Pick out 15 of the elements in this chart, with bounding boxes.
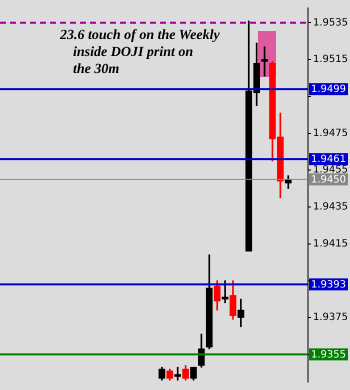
ref-line-label: 1.9499 xyxy=(311,84,346,96)
ref-line-label: 1.9393 xyxy=(311,279,346,290)
y-tick-label: 1.9415 xyxy=(313,238,348,250)
ref-line-label: 1.9461 xyxy=(311,154,346,166)
candlestick xyxy=(261,46,268,76)
y-tick-label: 1.9475 xyxy=(313,128,348,139)
y-tick-label: 1.9455 xyxy=(313,164,348,176)
y-tick-label: 1.9375 xyxy=(313,312,348,324)
ref-line-label: 1.9355 xyxy=(311,349,346,360)
y-tick-label: 1.9535 xyxy=(313,17,348,28)
candlestick xyxy=(222,280,228,304)
annotation: 23.6 touch of on the Weekly inside DOJI print on the 30m xyxy=(60,27,221,78)
ref-line-label: 1.9450 xyxy=(311,174,346,186)
y-tick-label: 1.9515 xyxy=(313,54,348,66)
y-tick-label: 1.9435 xyxy=(313,202,348,213)
